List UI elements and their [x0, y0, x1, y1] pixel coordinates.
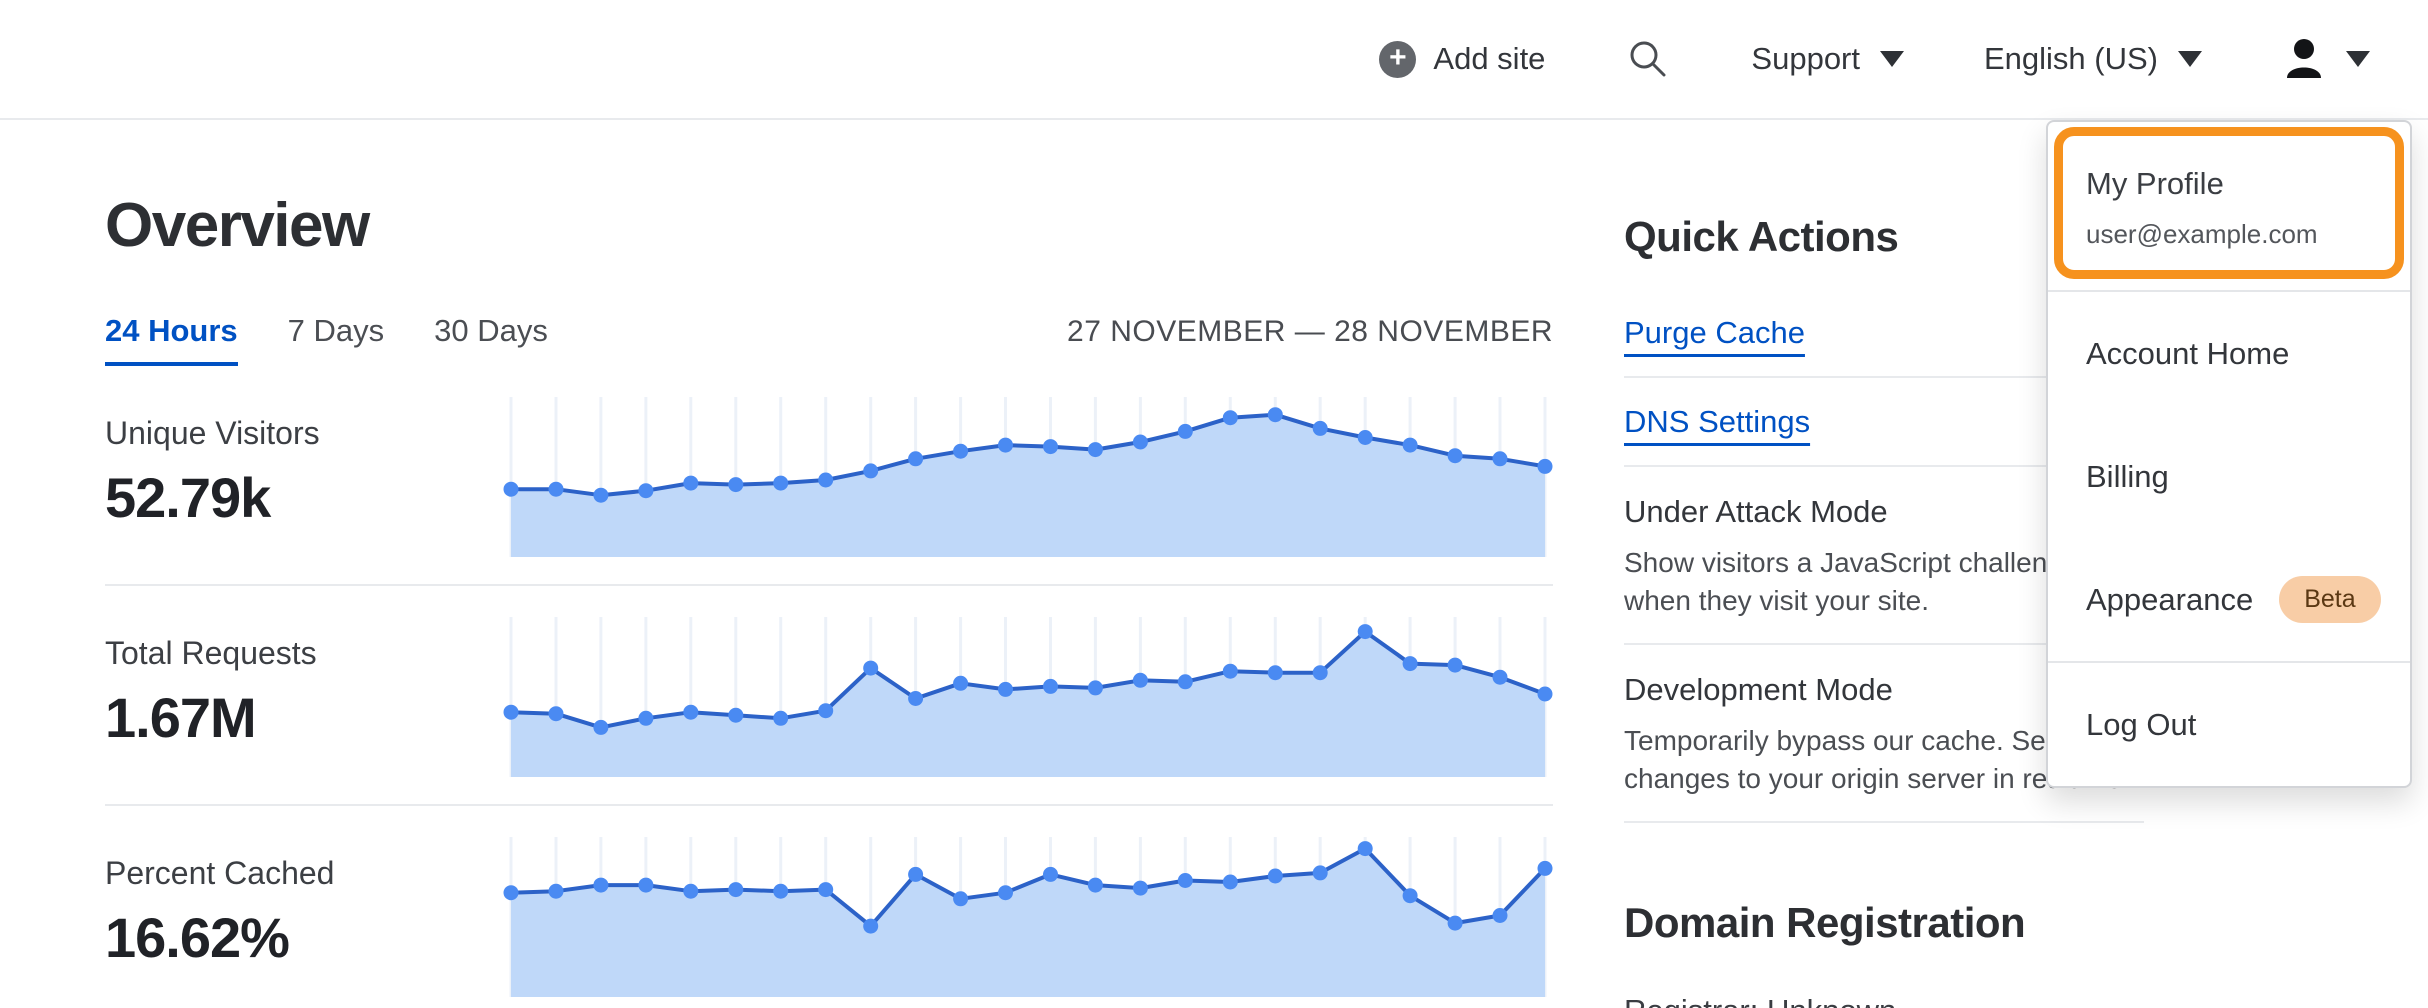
- plus-circle-icon: +: [1379, 40, 1417, 78]
- sparkline-unique-visitors: [503, 397, 1553, 557]
- search-button[interactable]: [1625, 36, 1671, 82]
- appearance-label: Appearance: [2086, 581, 2254, 617]
- divider: [1624, 465, 2144, 467]
- metric-value: 52.79k: [105, 466, 271, 529]
- metric-row-percent-cached: Percent Cached 16.62%: [105, 837, 1553, 997]
- top-nav: + Add site Support English (US): [0, 0, 2428, 120]
- support-label: Support: [1751, 41, 1860, 76]
- appearance-menu-item[interactable]: Appearance Beta: [2048, 538, 2410, 661]
- tab-30-days[interactable]: 30 Days: [434, 313, 548, 348]
- domain-registration-title: Domain Registration: [1624, 899, 2026, 946]
- metric-row-total-requests: Total Requests 1.67M: [105, 617, 1553, 777]
- analytics-section: Overview 24 Hours 7 Days 30 Days 27 NOVE…: [105, 195, 1553, 997]
- divider: [105, 584, 1553, 586]
- log-out-menu-item[interactable]: Log Out: [2048, 663, 2410, 786]
- add-site-label: Add site: [1433, 41, 1546, 76]
- metric-label: Total Requests: [105, 635, 317, 671]
- purge-cache-link[interactable]: Purge Cache: [1624, 315, 1805, 350]
- right-sidebar: Quick Actions Purge Cache DNS Settings U…: [1624, 213, 2144, 1008]
- billing-menu-item[interactable]: Billing: [2048, 415, 2410, 538]
- time-range-tabs: 24 Hours 7 Days 30 Days: [105, 313, 548, 366]
- divider: [1624, 643, 2144, 645]
- under-attack-mode-description: Show visitors a JavaScript challenge whe…: [1624, 547, 2079, 616]
- registrar-value: Registrar: Unknown: [1624, 993, 2144, 1008]
- highlight-annotation: [2054, 127, 2404, 279]
- chevron-down-icon: [1880, 51, 1904, 67]
- metric-label: Percent Cached: [105, 855, 335, 891]
- user-icon: [2287, 39, 2321, 78]
- billing-label: Billing: [2086, 458, 2169, 494]
- divider: [1624, 376, 2144, 378]
- search-icon: [1630, 41, 1666, 77]
- beta-badge: Beta: [2279, 576, 2381, 623]
- metric-label: Unique Visitors: [105, 415, 320, 451]
- metric-info: Total Requests 1.67M: [105, 617, 503, 777]
- metric-row-unique-visitors: Unique Visitors 52.79k: [105, 397, 1553, 557]
- tab-7-days[interactable]: 7 Days: [287, 313, 385, 348]
- development-mode-description: Temporarily bypass our cache. See change…: [1624, 725, 2130, 794]
- metric-info: Unique Visitors 52.79k: [105, 397, 503, 557]
- language-menu[interactable]: English (US): [1984, 41, 2202, 77]
- divider: [2048, 661, 2410, 663]
- my-profile-label: My Profile: [2086, 166, 2224, 201]
- language-label: English (US): [1984, 41, 2158, 76]
- quick-actions-title: Quick Actions: [1624, 213, 1899, 260]
- page-title: Overview: [105, 191, 370, 260]
- under-attack-mode-title: Under Attack Mode: [1624, 494, 1888, 529]
- account-home-label: Account Home: [2086, 335, 2290, 371]
- metric-value: 1.67M: [105, 686, 257, 749]
- log-out-label: Log Out: [2086, 706, 2197, 742]
- date-range-label: 27 NOVEMBER — 28 NOVEMBER: [1067, 315, 1553, 348]
- sparkline-percent-cached: [503, 837, 1553, 997]
- support-menu[interactable]: Support: [1751, 41, 1904, 77]
- account-menu-button[interactable]: [2282, 36, 2370, 82]
- metric-value: 16.62%: [105, 906, 290, 969]
- metric-info: Percent Cached 16.62%: [105, 837, 503, 997]
- chevron-down-icon: [2346, 51, 2370, 67]
- divider: [1624, 821, 2144, 823]
- development-mode-title: Development Mode: [1624, 672, 1893, 707]
- tab-24-hours[interactable]: 24 Hours: [105, 313, 238, 366]
- add-site-button[interactable]: + Add site: [1379, 40, 1546, 78]
- chevron-down-icon: [2178, 51, 2202, 67]
- account-home-menu-item[interactable]: Account Home: [2048, 292, 2410, 415]
- my-profile-menu-item[interactable]: My Profile user@example.com: [2048, 122, 2410, 290]
- profile-email: user@example.com: [2086, 219, 2318, 249]
- divider: [105, 804, 1553, 806]
- divider: [2048, 290, 2410, 292]
- dns-settings-link[interactable]: DNS Settings: [1624, 404, 1811, 439]
- time-range-tabs-row: 24 Hours 7 Days 30 Days 27 NOVEMBER — 28…: [105, 313, 1553, 366]
- account-dropdown: My Profile user@example.com Account Home…: [2046, 120, 2412, 788]
- sparkline-total-requests: [503, 617, 1553, 777]
